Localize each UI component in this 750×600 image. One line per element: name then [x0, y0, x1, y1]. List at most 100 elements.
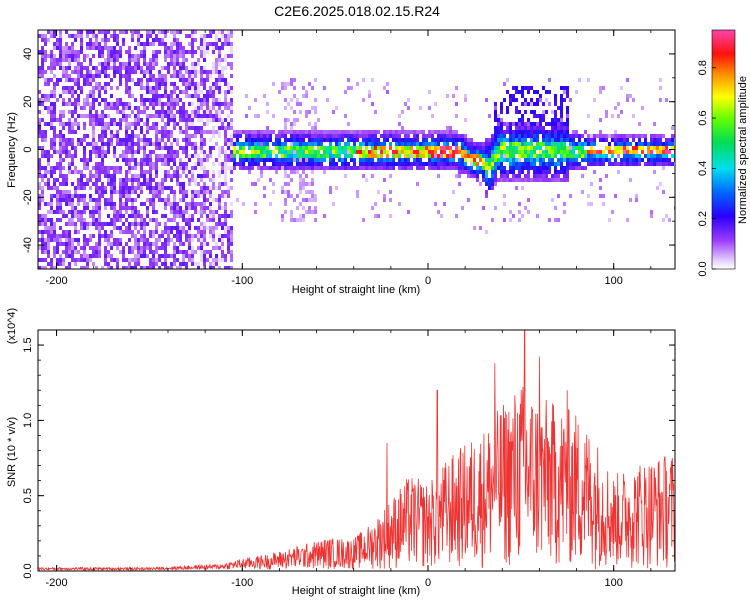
heatmap-cell [83, 266, 86, 269]
heatmap-cell [599, 130, 602, 134]
heatmap-cell [38, 186, 41, 190]
heatmap-cell [80, 74, 83, 78]
heatmap-cell [200, 78, 203, 82]
heatmap-cell [308, 166, 311, 170]
heatmap-cell [95, 38, 98, 42]
heatmap-cell [581, 166, 584, 170]
heatmap-cell [98, 194, 101, 198]
heatmap-cell [131, 70, 134, 74]
heatmap-cell [593, 98, 596, 102]
heatmap-cell [41, 38, 44, 42]
heatmap-cell [83, 234, 86, 238]
x-tick-label: 100 [605, 275, 623, 287]
heatmap-cell [560, 118, 563, 122]
heatmap-cell [485, 154, 488, 158]
heatmap-cell [524, 130, 527, 134]
heatmap-cell [134, 198, 137, 202]
heatmap-cell [431, 138, 434, 142]
heatmap-cell [452, 138, 455, 142]
heatmap-cell [605, 114, 608, 118]
heatmap-cell [116, 34, 119, 38]
heatmap-cell [80, 258, 83, 262]
heatmap-cell [329, 142, 332, 146]
heatmap-cell [41, 154, 44, 158]
heatmap-cell [506, 78, 509, 82]
heatmap-cell [110, 258, 113, 262]
heatmap-cell [182, 74, 185, 78]
heatmap-cell [560, 158, 563, 162]
heatmap-cell [398, 142, 401, 146]
heatmap-cell [443, 138, 446, 142]
heatmap-cell [254, 134, 257, 138]
heatmap-cell [197, 118, 200, 122]
heatmap-cell [146, 238, 149, 242]
heatmap-cell [563, 98, 566, 102]
heatmap-cell [56, 238, 59, 242]
heatmap-cell [218, 98, 221, 102]
heatmap-cell [206, 70, 209, 74]
heatmap-cell [50, 262, 53, 266]
heatmap-cell [428, 150, 431, 154]
heatmap-cell [212, 174, 215, 178]
heatmap-cell [155, 130, 158, 134]
heatmap-cell [53, 178, 56, 182]
heatmap-cell [62, 194, 65, 198]
heatmap-cell [359, 150, 362, 154]
heatmap-cell [494, 118, 497, 122]
heatmap-cell [203, 42, 206, 46]
heatmap-cell [422, 146, 425, 150]
heatmap-cell [230, 66, 233, 70]
heatmap-cell [224, 226, 227, 230]
heatmap-cell [353, 134, 356, 138]
heatmap-cell [221, 110, 224, 114]
heatmap-cell [119, 126, 122, 130]
heatmap-cell [86, 206, 89, 210]
heatmap-cell [545, 162, 548, 166]
heatmap-cell [158, 222, 161, 226]
heatmap-cell [281, 186, 284, 190]
heatmap-cell [167, 118, 170, 122]
heatmap-cell [131, 38, 134, 42]
heatmap-cell [254, 138, 257, 142]
heatmap-cell [200, 190, 203, 194]
heatmap-cell [629, 142, 632, 146]
heatmap-cell [158, 194, 161, 198]
heatmap-cell [149, 266, 152, 269]
heatmap-cell [62, 122, 65, 126]
heatmap-cell [185, 138, 188, 142]
heatmap-cell [44, 230, 47, 234]
heatmap-cell [77, 242, 80, 246]
heatmap-cell [296, 170, 299, 174]
heatmap-cell [53, 238, 56, 242]
heatmap-cell [311, 198, 314, 202]
heatmap-cell [137, 58, 140, 62]
heatmap-cell [194, 166, 197, 170]
heatmap-cell [248, 106, 251, 110]
heatmap-cell [77, 198, 80, 202]
heatmap-cell [182, 150, 185, 154]
heatmap-cell [113, 38, 116, 42]
heatmap-cell [53, 42, 56, 46]
heatmap-cell [116, 210, 119, 214]
heatmap-cell [470, 146, 473, 150]
heatmap-cell [62, 262, 65, 266]
heatmap-cell [122, 194, 125, 198]
heatmap-cell [386, 162, 389, 166]
heatmap-cell [176, 174, 179, 178]
heatmap-cell [230, 98, 233, 102]
heatmap-cell [113, 206, 116, 210]
heatmap-cell [176, 150, 179, 154]
heatmap-cell [119, 54, 122, 58]
heatmap-cell [164, 30, 167, 34]
heatmap-cell [101, 194, 104, 198]
heatmap-cell [71, 238, 74, 242]
heatmap-cell [224, 106, 227, 110]
heatmap-cell [308, 162, 311, 166]
heatmap-cell [437, 166, 440, 170]
heatmap-cell [470, 166, 473, 170]
heatmap-cell [44, 78, 47, 82]
heatmap-cell [302, 146, 305, 150]
heatmap-cell [155, 86, 158, 90]
heatmap-cell [341, 162, 344, 166]
heatmap-cell [95, 206, 98, 210]
